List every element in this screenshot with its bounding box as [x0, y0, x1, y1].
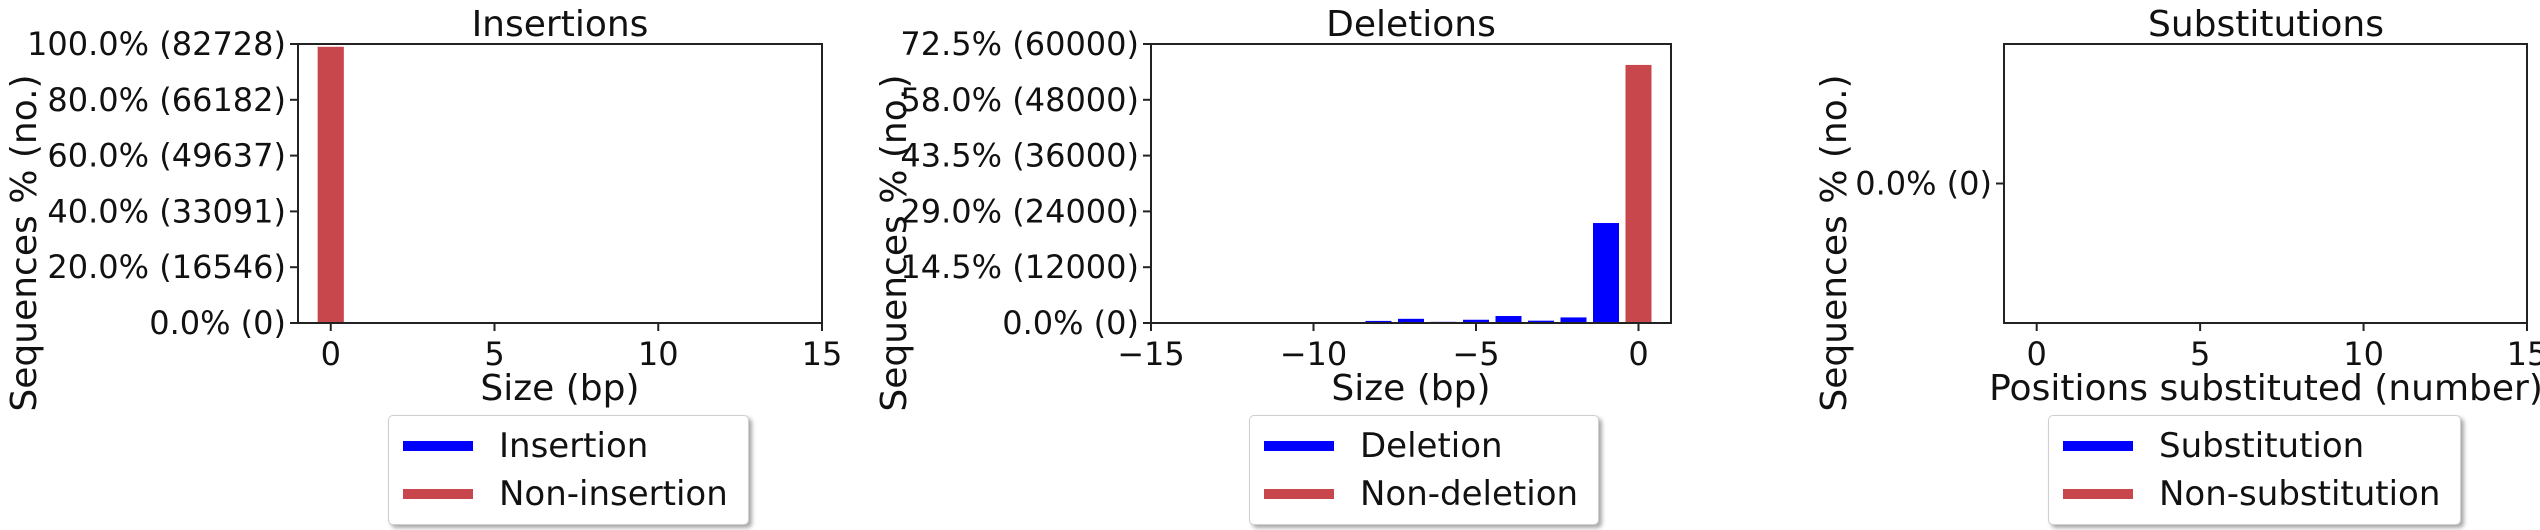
- insertions-ytick-label: 40.0% (33091): [47, 192, 286, 230]
- legend-swatch-substitution: [2063, 441, 2133, 451]
- legend-item-insertion: Insertion: [403, 422, 728, 470]
- substitutions-plot-frame: [2003, 43, 2528, 324]
- deletions-ytick-label: 43.5% (36000): [900, 137, 1139, 175]
- deletions-bar-event: [1463, 319, 1489, 323]
- deletions-xtick-label: −5: [1452, 335, 1499, 373]
- insertions-ytick-label: 0.0% (0): [149, 304, 286, 342]
- deletions-xtick-label: −15: [1117, 335, 1185, 373]
- substitutions-xlabel: Positions substituted (number): [1989, 368, 2540, 409]
- deletions-xtick-label: 0: [1628, 335, 1648, 373]
- insertions-xlabel: Size (bp): [480, 368, 639, 409]
- deletions-legend: Deletion Non-deletion: [1249, 415, 1600, 525]
- legend-item-non-deletion: Non-deletion: [1264, 470, 1578, 518]
- substitutions-xtick-label: 15: [2507, 335, 2540, 373]
- deletions-bars: [1300, 64, 1652, 324]
- insertions-plot-frame: [297, 43, 823, 324]
- deletions-plot-frame: [1150, 43, 1672, 324]
- deletions-ytick-label: 29.0% (24000): [900, 192, 1139, 230]
- insertions-ytick-label: 100.0% (82728): [27, 25, 286, 63]
- insertions-panel: Insertions Size (bp) Sequences % (no.) 0…: [4, 4, 842, 412]
- deletions-title: Deletions: [1326, 4, 1496, 45]
- substitutions-ylabel: Sequences % (no.): [1814, 74, 1855, 411]
- insertions-xtick-label: 0: [321, 335, 341, 373]
- legend-swatch-non-deletion: [1264, 489, 1334, 499]
- substitutions-xtick-label: 10: [2343, 335, 2384, 373]
- legend-swatch-non-substitution: [2063, 489, 2133, 499]
- insertions-legend: Insertion Non-insertion: [388, 415, 749, 525]
- legend-swatch-deletion: [1264, 441, 1334, 451]
- substitutions-ticks: 0 5 10 15 0.0% (0): [1855, 165, 2540, 374]
- insertions-xtick-label: 10: [638, 335, 679, 373]
- legend-item-non-insertion: Non-insertion: [403, 470, 728, 518]
- deletions-ytick-label: 58.0% (48000): [900, 81, 1139, 119]
- legend-label-non-substitution: Non-substitution: [2159, 474, 2441, 514]
- legend-label-insertion: Insertion: [499, 426, 649, 466]
- insertions-ytick-label: 60.0% (49637): [47, 137, 286, 175]
- deletions-ticks: −15 −10 −5 0 0.0% (0) 14.5% (12000) 29.0% (240…: [900, 25, 1648, 373]
- insertions-xtick-label: 5: [484, 335, 504, 373]
- deletions-bar-event: [1593, 223, 1619, 323]
- deletions-ytick-label: 0.0% (0): [1002, 304, 1139, 342]
- insertions-ylabel: Sequences % (no.): [4, 74, 45, 411]
- insertions-xtick-label: 15: [802, 335, 843, 373]
- legend-item-non-substitution: Non-substitution: [2063, 470, 2440, 518]
- deletions-bar-event: [1528, 320, 1554, 323]
- deletions-bar-event: [1398, 318, 1424, 323]
- substitutions-title: Substitutions: [2148, 4, 2384, 45]
- deletions-bar-event: [1365, 320, 1392, 323]
- deletions-panel: Deletions Size (bp) Sequences % (no.) −1…: [874, 4, 1672, 412]
- deletions-ylabel: Sequences % (no.): [874, 74, 915, 411]
- legend-label-substitution: Substitution: [2159, 426, 2365, 466]
- deletions-ytick-label: 72.5% (60000): [900, 25, 1139, 63]
- insertions-ytick-label: 20.0% (16546): [47, 248, 286, 286]
- substitutions-legend: Substitution Non-substitution: [2048, 415, 2462, 525]
- legend-item-substitution: Substitution: [2063, 422, 2440, 470]
- deletions-xtick-label: −10: [1280, 335, 1348, 373]
- substitutions-xtick-label: 0: [2027, 335, 2047, 373]
- insertions-title: Insertions: [472, 4, 649, 45]
- legend-swatch-insertion: [403, 441, 473, 451]
- insertions-bars: [317, 46, 344, 324]
- substitutions-xtick-label: 5: [2190, 335, 2210, 373]
- legend-label-deletion: Deletion: [1360, 426, 1503, 466]
- legend-label-non-insertion: Non-insertion: [499, 474, 728, 514]
- legend-label-non-deletion: Non-deletion: [1360, 474, 1579, 514]
- insertions-bar-non-event: [317, 46, 344, 324]
- deletions-bar-event: [1560, 317, 1587, 323]
- deletions-bar-non-event: [1625, 64, 1652, 324]
- insertions-ytick-label: 80.0% (66182): [47, 81, 286, 119]
- substitutions-panel: Substitutions Positions substituted (num…: [1814, 4, 2540, 412]
- deletions-bar-event: [1495, 316, 1522, 323]
- deletions-ytick-label: 14.5% (12000): [900, 248, 1139, 286]
- insertions-ticks: 0 5 10 15 0.0% (0) 20.0% (16546) 40.0% (33091)…: [27, 25, 842, 373]
- substitutions-ytick-label: 0.0% (0): [1855, 165, 1992, 203]
- legend-item-deletion: Deletion: [1264, 422, 1578, 470]
- deletions-xlabel: Size (bp): [1331, 368, 1490, 409]
- legend-swatch-non-insertion: [403, 489, 473, 499]
